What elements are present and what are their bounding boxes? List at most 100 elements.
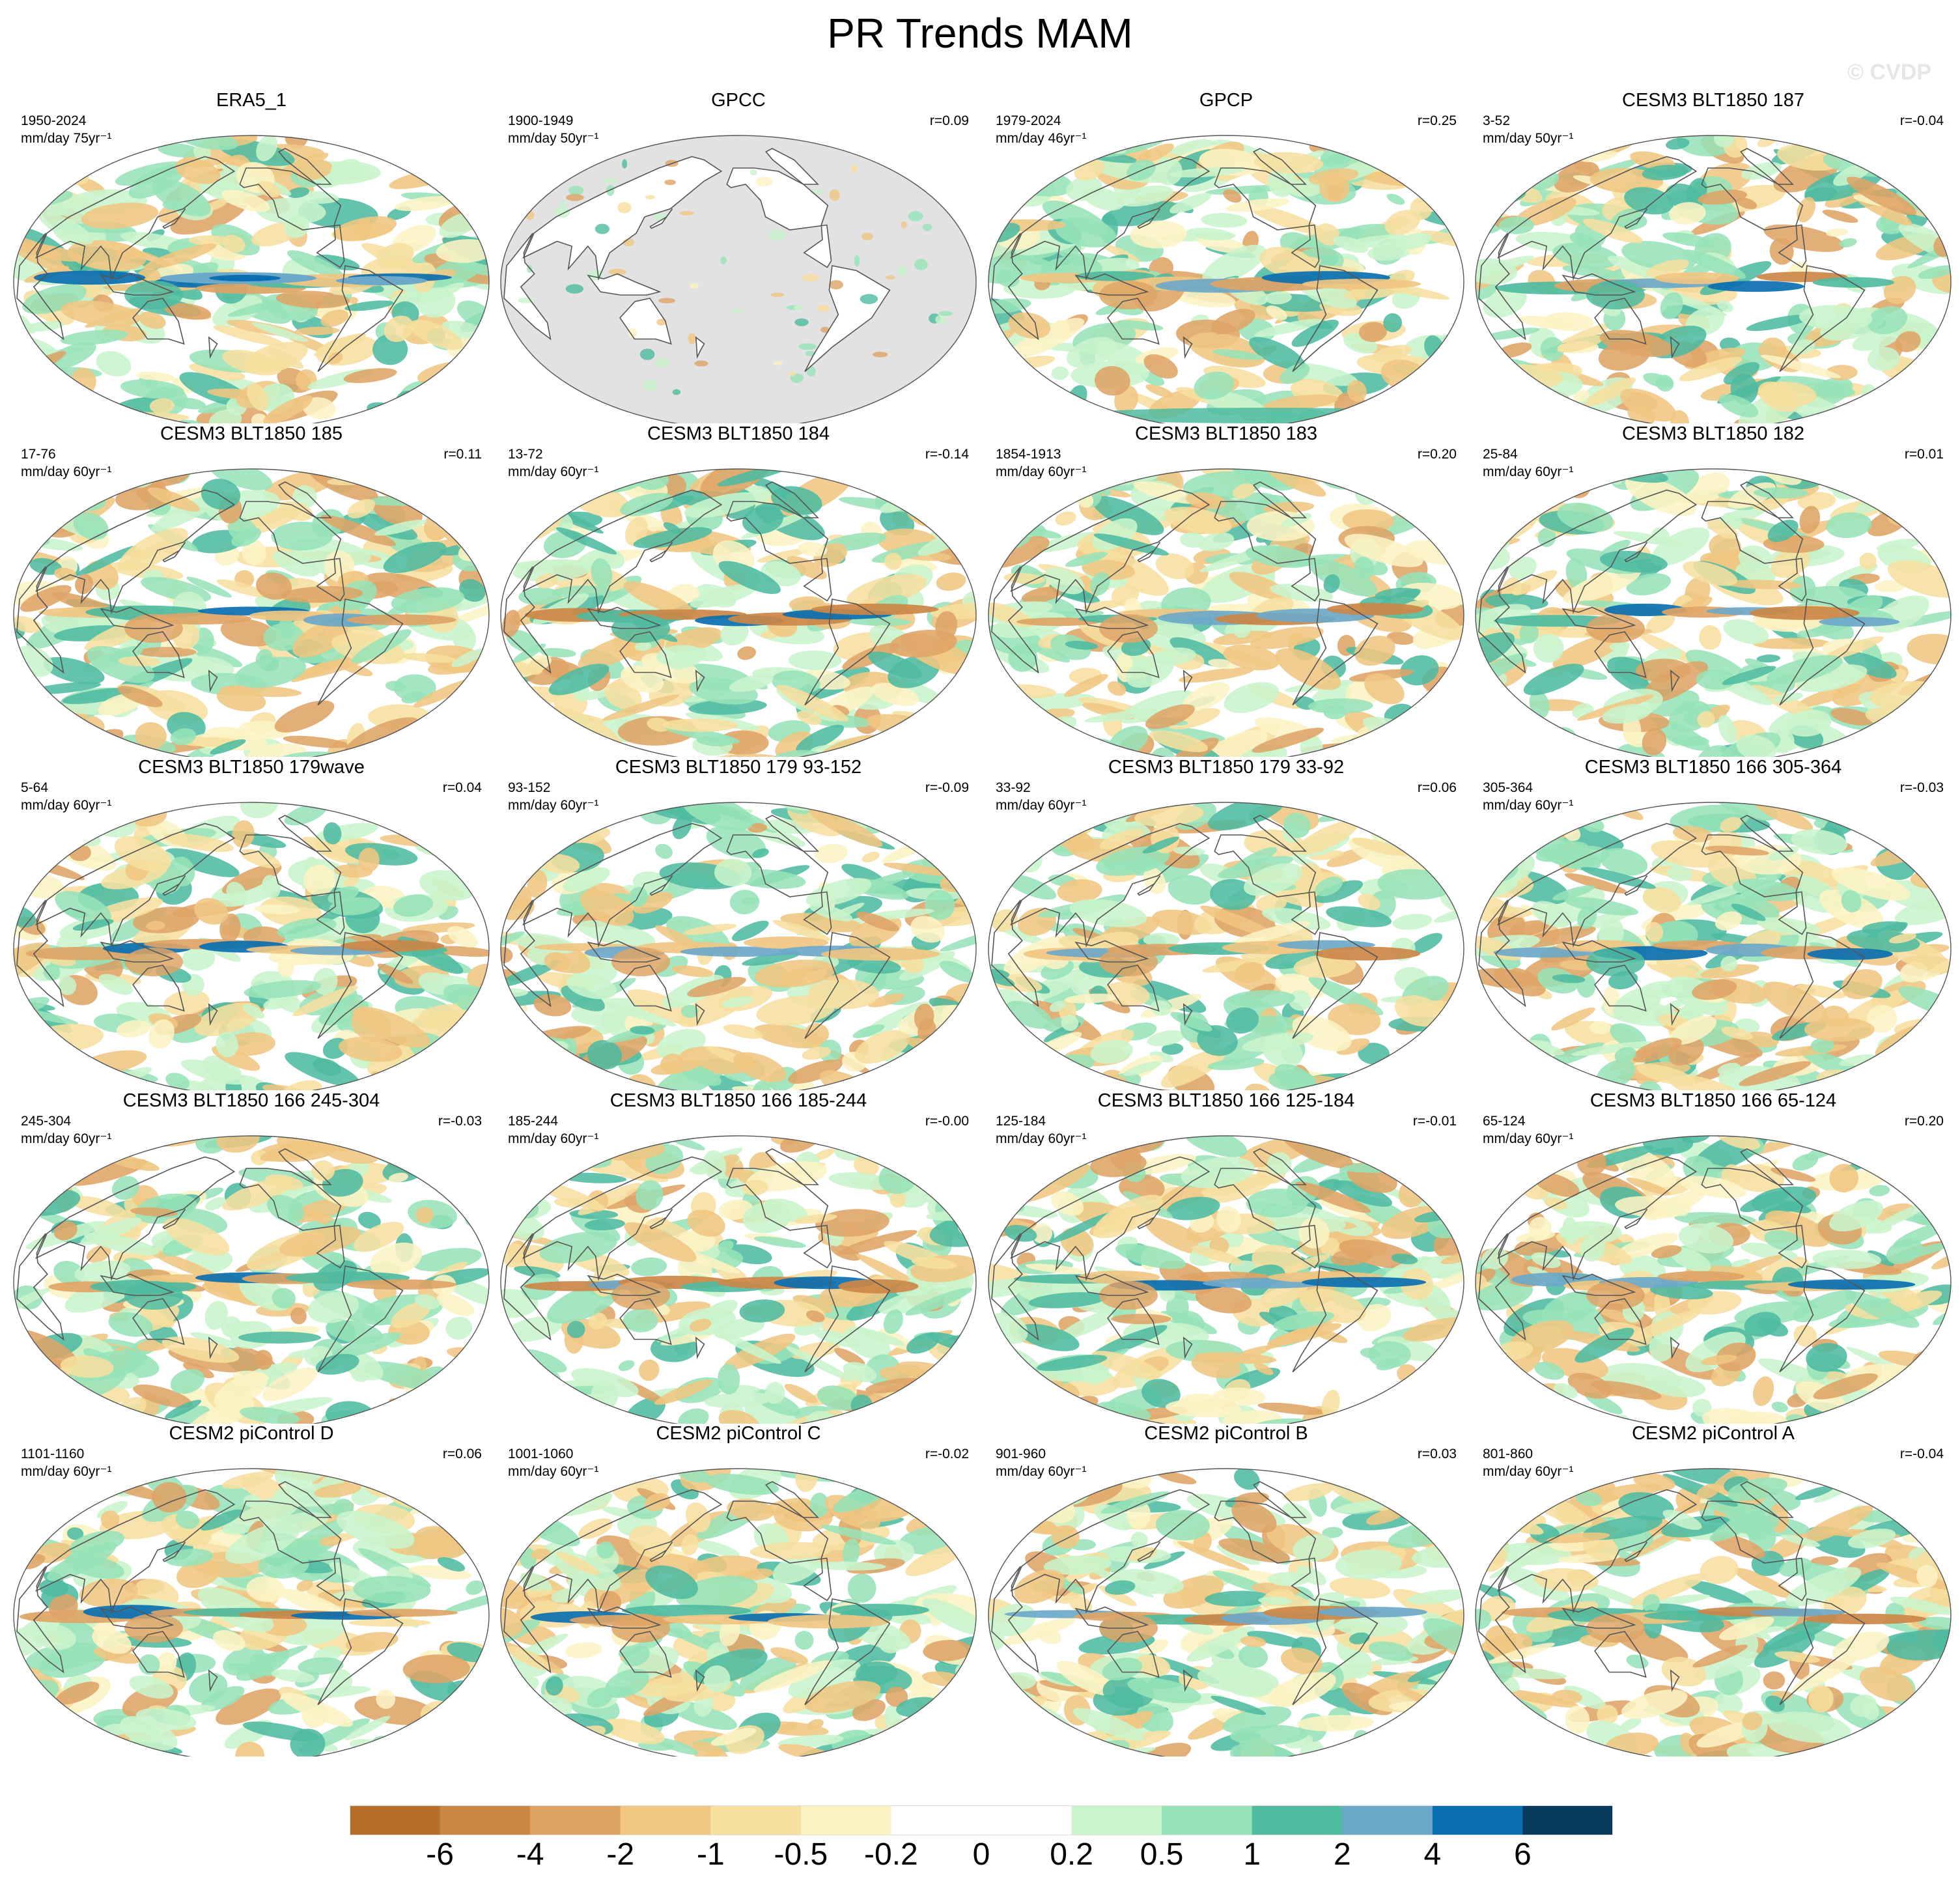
coastlines	[1478, 815, 1866, 1039]
colorbar-tick-label: 2	[1333, 1837, 1351, 1872]
panel-units: mm/day 60yr⁻¹	[508, 464, 599, 479]
map-panel: CESM3 BLT1850 183 1854-1913 mm/day 60yr⁻¹ r…	[985, 423, 1467, 757]
panel-title: CESM3 BLT1850 166 305-364	[1584, 757, 1842, 778]
colorbar	[350, 1805, 1613, 1835]
panel-years: 3-52	[1483, 113, 1511, 128]
panel-units: mm/day 60yr⁻¹	[21, 464, 112, 479]
panel-units: mm/day 50yr⁻¹	[508, 131, 599, 146]
robinson-map	[988, 802, 1464, 1090]
panel-correlation: r=0.09	[929, 113, 969, 128]
map-panel: CESM2 piControl B 901-960 mm/day 60yr⁻¹ r=0…	[985, 1423, 1467, 1756]
panel-years: 33-92	[996, 780, 1031, 795]
panel-correlation: r=0.03	[1417, 1446, 1457, 1461]
panel-correlation: r=0.25	[1417, 113, 1457, 128]
colorbar-tick-label: 0.2	[1050, 1837, 1093, 1872]
map-panel: GPCC 1900-1949 mm/day 50yr⁻¹ r=0.09	[497, 90, 979, 423]
panel-title: CESM3 BLT1850 179 33-92	[1108, 757, 1345, 778]
coastlines	[991, 1481, 1379, 1706]
map-panel: CESM3 BLT1850 166 65-124 65-124 mm/day 60y…	[1472, 1090, 1954, 1424]
panel-correlation: r=0.06	[1417, 780, 1457, 795]
coastlines	[503, 815, 891, 1039]
panel-years: 13-72	[508, 447, 543, 462]
map-outline	[500, 1468, 977, 1756]
map-panel: CESM3 BLT1850 179 93-152 93-152 mm/day 60y…	[497, 757, 979, 1090]
map-outline	[988, 802, 1464, 1090]
panel-units: mm/day 60yr⁻¹	[1483, 1131, 1574, 1146]
coastlines	[1478, 1481, 1866, 1706]
panel-title: CESM2 piControl D	[169, 1423, 334, 1444]
colorbar-swatch	[620, 1805, 711, 1835]
panel-years: 125-184	[996, 1114, 1046, 1129]
trend-field	[1476, 135, 1951, 423]
panel-correlation: r=-0.01	[1412, 1114, 1457, 1129]
robinson-map	[1475, 1468, 1952, 1756]
colorbar-frame	[350, 1805, 1613, 1835]
map-outline	[13, 468, 490, 757]
panel-title: CESM3 BLT1850 166 65-124	[1589, 1090, 1837, 1111]
panel-correlation: r=-0.02	[925, 1446, 969, 1461]
map-outline	[1475, 468, 1952, 757]
panel-title: GPCC	[711, 90, 766, 111]
map-panel: CESM3 BLT1850 166 245-304 245-304 mm/day 6…	[10, 1090, 492, 1424]
panel-units: mm/day 60yr⁻¹	[1483, 1464, 1574, 1479]
panel-units: mm/day 60yr⁻¹	[996, 798, 1087, 813]
panel-units: mm/day 46yr⁻¹	[996, 131, 1087, 146]
coastlines	[1478, 481, 1866, 706]
panel-correlation: r=-0.00	[925, 1114, 969, 1129]
colorbar-tick-label: 1	[1243, 1837, 1261, 1872]
coastlines	[991, 815, 1379, 1039]
robinson-map	[1475, 135, 1952, 423]
figure-title: PR Trends MAM	[827, 10, 1133, 57]
colorbar-tick-label: -2	[606, 1837, 635, 1872]
colorbar-tick-label: -1	[696, 1837, 725, 1872]
map-outline	[1475, 1135, 1952, 1424]
panel-title: ERA5_1	[216, 90, 287, 111]
panel-title: CESM3 BLT1850 166 245-304	[122, 1090, 380, 1111]
map-panel: ERA5_1 1950-2024 mm/day 75yr⁻¹	[10, 90, 492, 423]
panel-years: 185-244	[508, 1114, 559, 1129]
panel-units: mm/day 75yr⁻¹	[21, 131, 112, 146]
coastlines	[1478, 148, 1866, 373]
coastlines	[991, 1148, 1379, 1373]
map-outline	[1475, 802, 1952, 1090]
colorbar-swatch	[1252, 1805, 1343, 1835]
panel-years: 1979-2024	[996, 113, 1061, 128]
robinson-map	[988, 1468, 1464, 1756]
map-panel: CESM3 BLT1850 166 125-184 125-184 mm/day 6…	[985, 1090, 1467, 1424]
colorbar-tick-label: -0.5	[774, 1837, 828, 1872]
map-panel: CESM3 BLT1850 166 305-364 305-364 mm/day 6…	[1472, 757, 1954, 1090]
robinson-map	[500, 135, 977, 423]
colorbar-swatch	[1432, 1805, 1523, 1835]
panel-correlation: r=0.04	[442, 780, 482, 795]
panel-units: mm/day 60yr⁻¹	[21, 1464, 112, 1479]
robinson-map	[13, 1468, 490, 1756]
coastlines	[16, 1481, 404, 1706]
panel-years: 5-64	[21, 780, 49, 795]
map-outline	[500, 468, 977, 757]
colorbar-swatch	[710, 1805, 802, 1835]
map-outline	[1475, 1468, 1952, 1756]
panel-title: CESM3 BLT1850 166 185-244	[609, 1090, 867, 1111]
panel-title: CESM3 BLT1850 184	[647, 423, 830, 444]
panel-years: 65-124	[1483, 1114, 1526, 1129]
panel-years: 1854-1913	[996, 447, 1061, 462]
robinson-map	[13, 1135, 490, 1424]
panel-correlation: r=0.20	[1904, 1114, 1944, 1129]
trend-field	[501, 469, 976, 757]
coastlines	[16, 815, 404, 1039]
robinson-map	[13, 135, 490, 423]
coastlines	[503, 1481, 891, 1706]
coastlines	[503, 1148, 891, 1373]
coastlines	[991, 481, 1379, 706]
robinson-map	[988, 468, 1464, 757]
robinson-map	[988, 135, 1464, 423]
robinson-map	[13, 468, 490, 757]
panel-correlation: r=-0.09	[925, 780, 969, 795]
panel-title: CESM3 BLT1850 187	[1622, 90, 1804, 111]
robinson-map	[500, 1468, 977, 1756]
robinson-map	[500, 468, 977, 757]
panel-title: GPCP	[1199, 90, 1253, 111]
panel-units: mm/day 60yr⁻¹	[996, 1131, 1087, 1146]
panel-years: 801-860	[1483, 1446, 1533, 1461]
colorbar-tick-label: 0.5	[1140, 1837, 1184, 1872]
